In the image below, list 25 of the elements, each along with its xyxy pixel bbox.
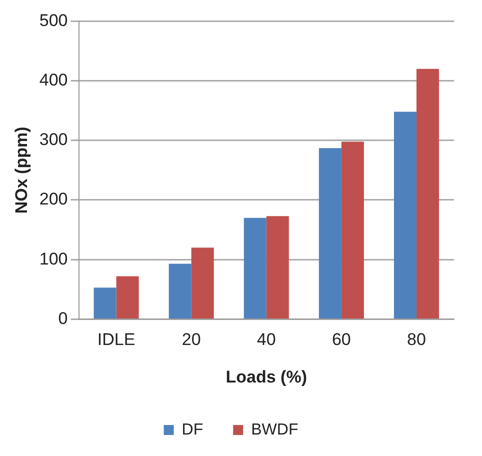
bar bbox=[168, 264, 192, 318]
legend-label: DF bbox=[182, 421, 204, 438]
bar bbox=[94, 288, 116, 318]
y-tick-label: 0 bbox=[58, 308, 68, 328]
y-tick-label: 100 bbox=[39, 249, 68, 268]
y-axis-title: NOx (ppm) bbox=[12, 126, 31, 214]
y-tick-label: 500 bbox=[39, 10, 68, 30]
y-tick-label: 400 bbox=[39, 70, 68, 90]
x-tick-label: IDLE bbox=[97, 330, 136, 350]
bar bbox=[266, 216, 289, 318]
x-tick-label: 80 bbox=[407, 330, 426, 350]
x-tick-label: 40 bbox=[256, 330, 276, 350]
y-tick-label: 300 bbox=[39, 130, 68, 150]
x-tick-label: 60 bbox=[332, 330, 351, 350]
legend-label: BWDF bbox=[251, 421, 298, 438]
x-tick-label: 20 bbox=[182, 330, 201, 350]
bar bbox=[116, 276, 139, 318]
bar bbox=[416, 68, 439, 318]
bar bbox=[191, 248, 214, 318]
bar bbox=[244, 218, 266, 318]
y-tick-label: 200 bbox=[39, 190, 68, 209]
bar bbox=[394, 112, 416, 318]
x-axis-title: Loads (%) bbox=[226, 367, 307, 386]
bar bbox=[318, 148, 342, 318]
bar bbox=[341, 142, 364, 318]
